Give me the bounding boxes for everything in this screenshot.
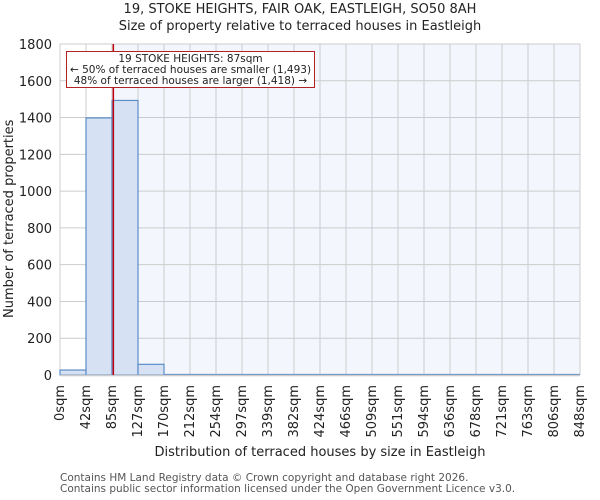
y-tick-label: 400 xyxy=(27,295,52,310)
y-tick-label: 1200 xyxy=(19,148,52,163)
y-tick-label: 0 xyxy=(44,369,52,384)
x-tick-label: 551sqm xyxy=(391,385,406,438)
y-tick-label: 1800 xyxy=(19,38,52,53)
x-tick-label: 848sqm xyxy=(573,385,588,438)
y-tick-label: 600 xyxy=(27,259,52,274)
y-tick-label: 1000 xyxy=(19,185,52,200)
larger-region-shading xyxy=(113,44,580,375)
annotation-line-1: 19 STOKE HEIGHTS: 87sqm xyxy=(118,53,263,65)
x-tick-label: 0sqm xyxy=(53,385,68,421)
x-tick-label: 721sqm xyxy=(495,385,510,438)
x-tick-label: 170sqm xyxy=(157,385,172,438)
histogram-bar xyxy=(85,117,113,376)
x-tick-label: 382sqm xyxy=(287,385,302,438)
property-annotation-box: 19 STOKE HEIGHTS: 87sqm ← 50% of terrace… xyxy=(66,51,315,88)
x-tick-label: 127sqm xyxy=(131,385,146,438)
y-axis-label: Number of terraced properties xyxy=(2,119,17,318)
x-tick-label: 424sqm xyxy=(313,385,328,438)
x-tick-label: 594sqm xyxy=(417,385,432,438)
histogram-bar xyxy=(111,99,139,376)
footer-copyright: Contains HM Land Registry data © Crown c… xyxy=(60,472,469,484)
annotation-line-2: ← 50% of terraced houses are smaller (1,… xyxy=(69,64,312,76)
annotation-line-3: 48% of terraced houses are larger (1,418… xyxy=(73,75,308,87)
x-tick-label: 339sqm xyxy=(261,385,276,438)
histogram-bar xyxy=(137,363,165,376)
x-tick-label: 85sqm xyxy=(105,385,120,429)
chart-subtitle: Size of property relative to terraced ho… xyxy=(118,19,482,34)
x-tick-label: 509sqm xyxy=(365,385,380,438)
x-tick-label: 763sqm xyxy=(521,385,536,438)
x-tick-label: 466sqm xyxy=(339,385,354,438)
x-tick-label: 806sqm xyxy=(547,385,562,438)
x-tick-label: 636sqm xyxy=(443,385,458,438)
y-tick-label: 1400 xyxy=(19,112,52,127)
footer-licence: Contains public sector information licen… xyxy=(60,483,516,495)
y-tick-label: 1600 xyxy=(19,75,52,90)
x-tick-label: 678sqm xyxy=(469,385,484,438)
y-tick-label: 800 xyxy=(27,222,52,237)
x-axis-label: Distribution of terraced houses by size … xyxy=(154,445,486,460)
histogram-bar xyxy=(59,369,87,376)
x-tick-label: 254sqm xyxy=(209,385,224,438)
x-tick-label: 42sqm xyxy=(79,385,94,429)
y-tick-label: 200 xyxy=(27,332,52,347)
x-tick-label: 212sqm xyxy=(183,385,198,438)
chart-title: 19, STOKE HEIGHTS, FAIR OAK, EASTLEIGH, … xyxy=(123,2,477,17)
x-tick-label: 297sqm xyxy=(235,385,250,438)
